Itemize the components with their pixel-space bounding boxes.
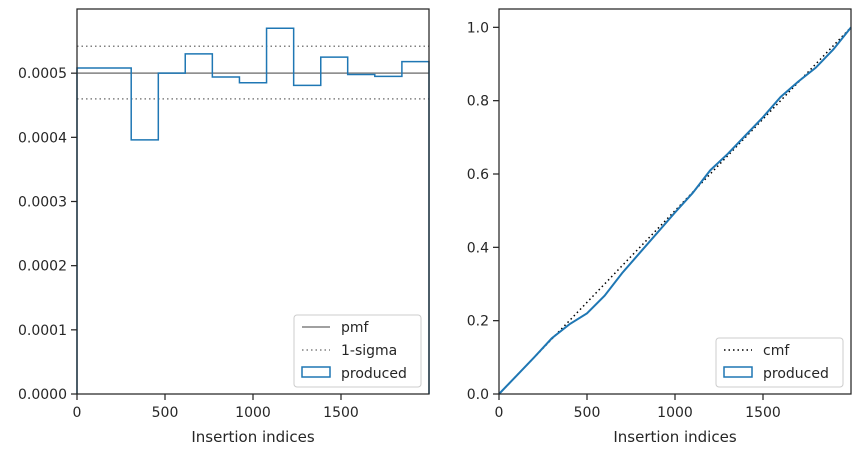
histogram-panel: 0 500 1000 1500 0.00000.00010.00020.00030.0… [18,8,430,446]
legend-pmf-label: pmf [341,320,370,336]
histogram-plot-area [76,27,430,394]
y-tick-label: 0.2 [467,314,489,330]
y-tick-label: 0.0003 [18,195,67,211]
y-tick-label: 0.0001 [18,323,67,339]
cumulative-y-ticks: 0.0 0.2 0.4 0.6 0.8 1.0 [467,20,499,403]
legend-cmf-label: cmf [763,343,790,359]
cmf-line [498,26,852,395]
legend-1-sigma-label: 1-sigma [341,343,397,359]
x-tick-label: 500 [152,405,179,421]
histogram-x-axis-label: Insertion indices [191,428,314,446]
x-tick-label: 0 [495,405,504,421]
y-tick-label: 0.0 [467,387,489,403]
produced-histogram-step [76,27,430,394]
y-tick-label: 1.0 [467,20,489,36]
legend-cumulative-produced-label: produced [763,366,829,382]
cumulative-legend: cmf produced [715,337,844,388]
y-tick-label: 0.0005 [18,66,67,82]
y-tick-label: 0.0004 [18,130,67,146]
produced-cumulative-line [498,26,852,395]
cumulative-x-axis-label: Insertion indices [613,428,736,446]
x-tick-label: 1500 [745,405,781,421]
cumulative-plot-area [498,26,852,395]
x-tick-label: 1000 [657,405,693,421]
x-tick-label: 0 [73,405,82,421]
cumulative-x-ticks: 0 500 1000 1500 [495,394,781,421]
histogram-y-ticks: 0.0000 0.0001 0.0002 0.0003 0.0004 0.0005 [18,66,77,403]
x-tick-label: 500 [574,405,601,421]
y-tick-label: 0.6 [467,167,489,183]
y-tick-label: 0.4 [467,240,489,256]
cumulative-panel: 0 500 1000 1500 0.0 0.2 0.4 0.6 0.8 1.0 Insertio… [467,8,852,446]
histogram-legend: pmf 1-sigma produced [293,314,422,388]
legend-cumulative-produced-swatch [723,366,753,378]
histogram-x-ticks: 0 500 1000 1500 [73,394,359,421]
x-tick-label: 1000 [235,405,271,421]
y-tick-label: 0.0000 [18,387,67,403]
legend-produced-swatch [301,366,331,378]
legend-produced-label: produced [341,366,407,382]
y-tick-label: 0.0002 [18,259,67,275]
y-tick-label: 0.8 [467,94,489,110]
x-tick-label: 1500 [323,405,359,421]
histogram-legend-frame [293,314,422,388]
